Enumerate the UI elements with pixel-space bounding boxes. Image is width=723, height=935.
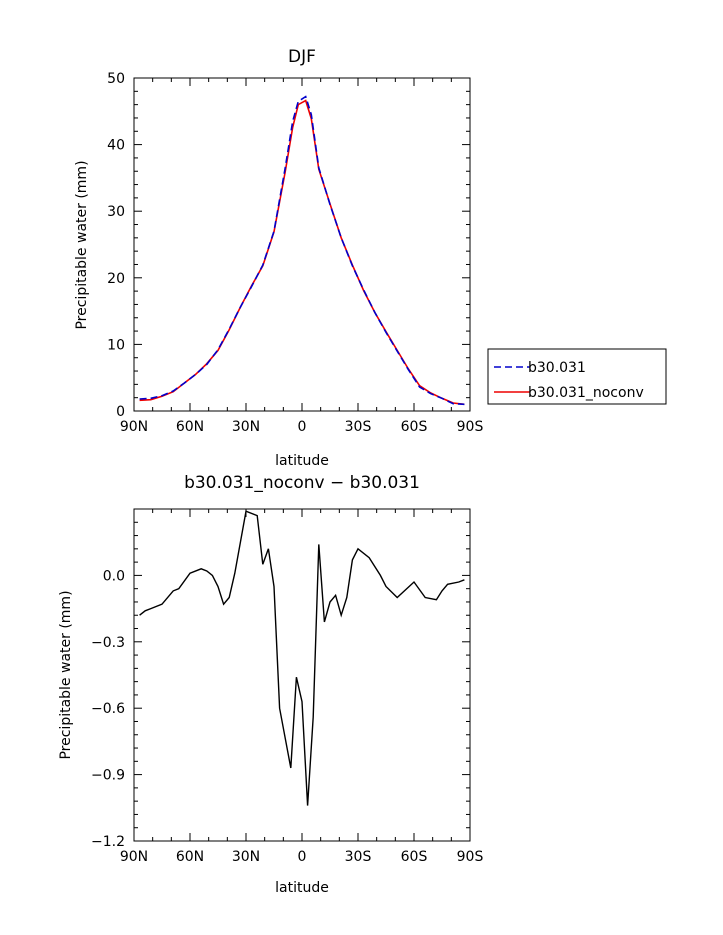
x-tick-label: 90N (120, 419, 148, 435)
y-tick-label: −0.9 (91, 768, 125, 784)
bottom-panel: b30.031_noconv − b30.031 90N 60N 30N 0 30S 60… (58, 473, 483, 896)
legend-label-b30-031-noconv: b30.031_noconv (528, 385, 644, 401)
bottom-y-axis-label: Precipitable water (mm) (58, 590, 74, 759)
top-chart-title: DJF (288, 47, 316, 67)
x-tick-label: 0 (298, 849, 307, 865)
x-tick-label: 60S (401, 419, 428, 435)
x-tick-label: 60S (401, 849, 428, 865)
y-tick-label: 40 (107, 138, 125, 154)
y-tick-label: 50 (107, 71, 125, 87)
series-line-b30-031 (139, 95, 465, 406)
difference-line (139, 510, 465, 806)
legend-box (487, 348, 667, 405)
y-tick-label: −0.3 (91, 635, 125, 651)
top-plot-frame (133, 77, 471, 412)
y-tick-label: −0.6 (91, 701, 125, 717)
y-tick-label: −1.2 (91, 834, 125, 850)
bottom-chart-title: b30.031_noconv − b30.031 (184, 473, 420, 493)
x-tick-label: 90S (457, 849, 484, 865)
top-panel: DJF 90N 60N 30N 0 30S 60S 90S 0 10 20 30 40 50 latit… (74, 47, 667, 469)
x-tick-label: 30S (345, 849, 372, 865)
legend: b30.031 b30.031_noconv (487, 348, 667, 405)
top-x-axis-label: latitude (275, 453, 329, 469)
x-tick-label: 60N (176, 849, 204, 865)
y-tick-label: 20 (107, 271, 125, 287)
x-tick-label: 60N (176, 419, 204, 435)
top-axis-ticks: 90N 60N 30N 0 30S 60S 90S 0 10 20 30 40 50 (107, 71, 483, 435)
y-tick-label: 30 (107, 204, 125, 220)
x-tick-label: 90N (120, 849, 148, 865)
y-tick-label: 0 (116, 404, 125, 420)
x-tick-label: 90S (457, 419, 484, 435)
top-y-axis-label: Precipitable water (mm) (74, 160, 90, 329)
bottom-axis-ticks: 90N 60N 30N 0 30S 60S 90S −1.2 −0.9 −0.6 −0.3 0.0 (91, 509, 483, 865)
bottom-x-axis-label: latitude (275, 880, 329, 896)
x-tick-label: 30N (232, 419, 260, 435)
x-tick-label: 0 (298, 419, 307, 435)
bottom-series-lines (139, 510, 465, 806)
y-tick-label: 0.0 (103, 568, 125, 584)
x-tick-label: 30N (232, 849, 260, 865)
top-series-lines (139, 95, 465, 406)
y-tick-label: 10 (107, 337, 125, 353)
x-tick-label: 30S (345, 419, 372, 435)
bottom-plot-frame (133, 508, 471, 842)
legend-label-b30-031: b30.031 (528, 360, 586, 376)
series-line-b30-031-noconv (139, 99, 465, 406)
